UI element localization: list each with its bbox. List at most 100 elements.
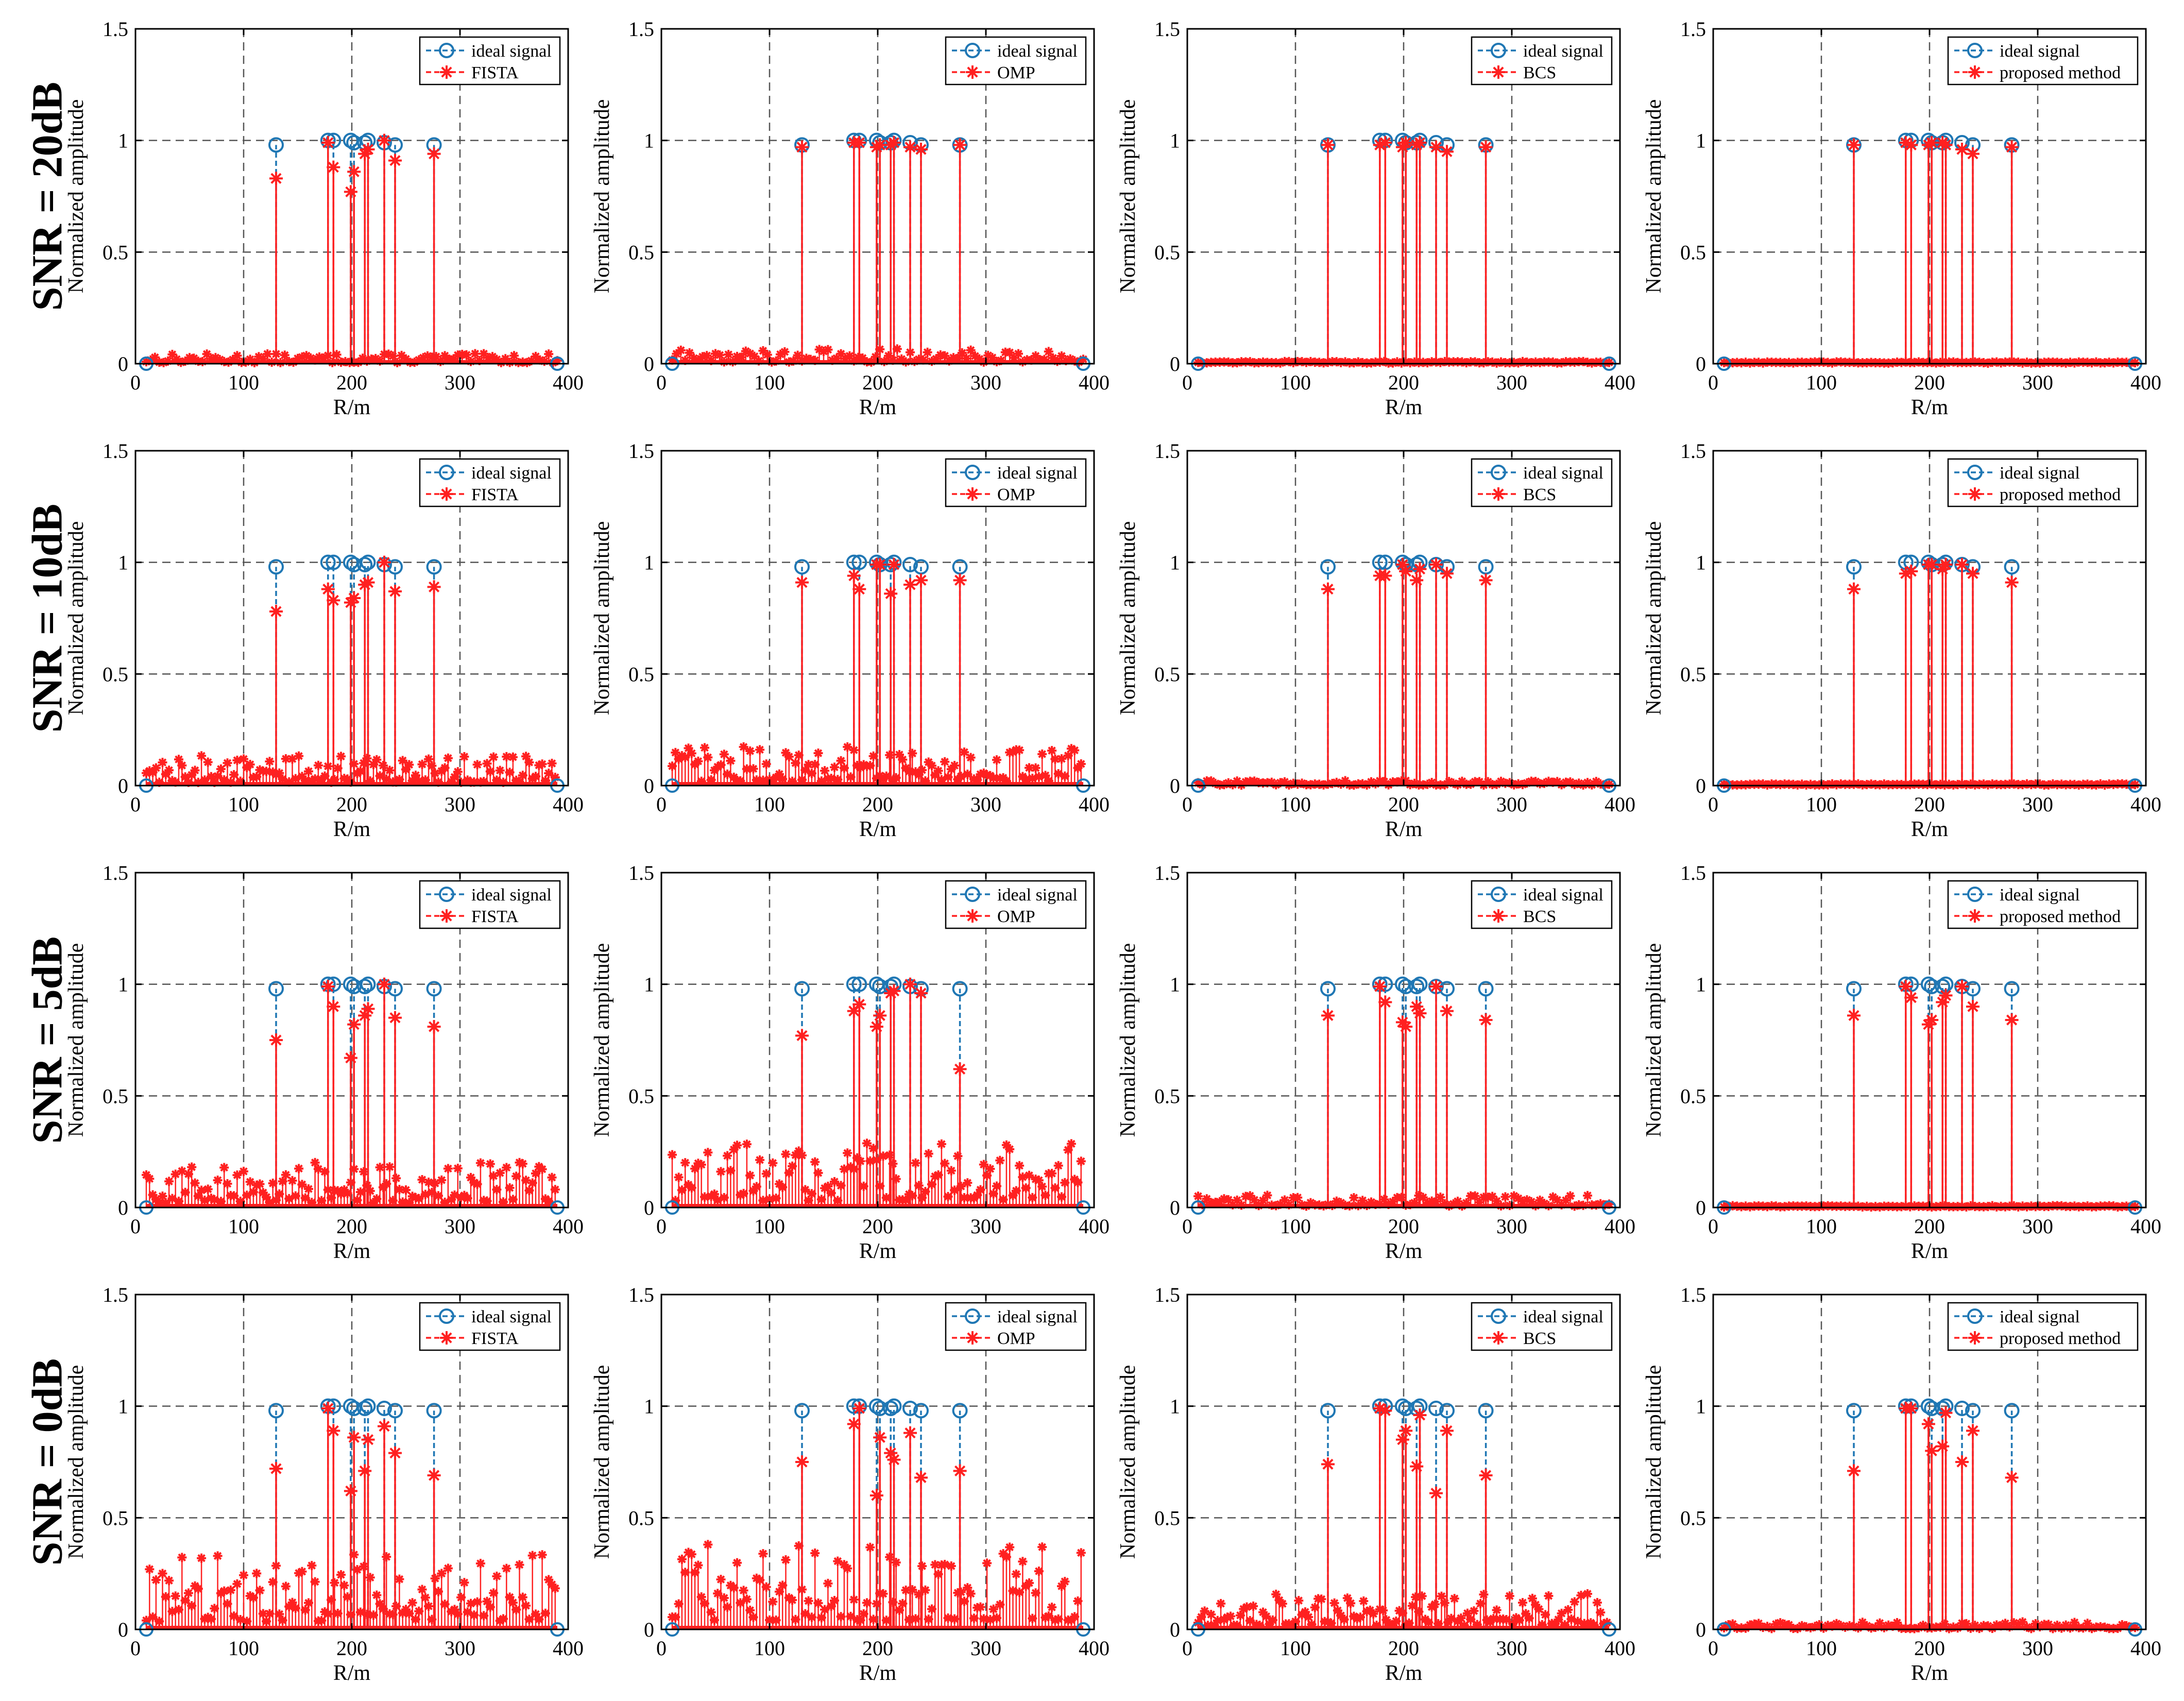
y-tick-label: 0.5: [103, 1084, 128, 1108]
x-tick-label: 300: [1496, 793, 1527, 816]
legend-label-method: BCS: [1523, 907, 1556, 926]
x-tick-label: 400: [1079, 371, 1110, 394]
x-axis-label: R/m: [1911, 1239, 1949, 1263]
x-tick-label: 400: [1605, 793, 1635, 816]
y-tick-label: 0: [118, 774, 128, 797]
x-tick-label: 100: [1280, 371, 1311, 394]
method-point: [1429, 1487, 1443, 1500]
method-point: [903, 141, 917, 154]
method-point: [1955, 1455, 1969, 1469]
method-point: [428, 580, 441, 593]
method-point: [362, 576, 375, 589]
legend-marker-method: [1492, 487, 1505, 501]
y-tick-label: 0.5: [628, 662, 654, 686]
x-tick-label: 400: [1605, 1637, 1635, 1660]
method-point: [1847, 1009, 1861, 1022]
y-tick-label: 1.5: [1680, 1283, 1706, 1306]
x-axis-label: R/m: [1385, 1239, 1423, 1263]
y-tick-label: 1: [1696, 973, 1706, 996]
x-tick-label: 400: [2130, 371, 2161, 394]
method-point: [1373, 980, 1387, 993]
x-axis-label: R/m: [333, 396, 371, 419]
legend-label-ideal: ideal signal: [2000, 42, 2080, 61]
x-axis-label: R/m: [333, 1661, 371, 1685]
x-tick-label: 200: [336, 371, 367, 394]
method-point: [378, 556, 391, 569]
method-point: [1904, 991, 1918, 1005]
legend-label-ideal: ideal signal: [2000, 1307, 2080, 1326]
method-point: [914, 986, 928, 1000]
method-point: [269, 605, 283, 618]
y-tick-label: 0: [118, 1618, 128, 1641]
y-tick-label: 1: [1170, 973, 1180, 996]
x-axis-label: R/m: [1911, 818, 1949, 841]
y-axis-label: Normalized amplitude: [1116, 943, 1140, 1137]
method-point: [1939, 558, 1953, 571]
row-label-snr-20db: SNR = 20dB: [23, 82, 73, 311]
x-tick-label: 200: [1388, 1637, 1419, 1660]
y-tick-label: 1.5: [103, 439, 128, 463]
x-tick-label: 300: [445, 793, 475, 816]
legend-marker-method: [966, 65, 979, 79]
method-point: [327, 161, 340, 174]
legend-label-method: proposed method: [2000, 907, 2121, 926]
y-tick-label: 0.5: [1680, 241, 1706, 264]
legend-marker-method: [1968, 909, 1982, 923]
y-tick-label: 1.5: [628, 1283, 654, 1306]
x-tick-label: 0: [130, 793, 141, 816]
method-point: [914, 573, 928, 587]
y-axis-label: Normalized amplitude: [1116, 99, 1140, 294]
method-point: [347, 1018, 361, 1031]
x-tick-label: 100: [754, 371, 785, 394]
legend-label-method: FISTA: [471, 907, 519, 926]
y-tick-label: 0: [1696, 774, 1706, 797]
method-point: [953, 138, 967, 151]
method-point: [321, 136, 335, 149]
x-tick-label: 0: [656, 1215, 667, 1238]
method-point: [888, 1453, 901, 1467]
x-tick-label: 200: [862, 1637, 893, 1660]
y-tick-label: 0: [1696, 1618, 1706, 1641]
y-tick-label: 0: [644, 352, 654, 376]
method-point: [321, 1402, 335, 1415]
y-tick-label: 1: [118, 1395, 128, 1418]
x-tick-label: 0: [1182, 371, 1192, 394]
method-point: [327, 1424, 340, 1437]
method-point: [914, 1471, 928, 1484]
method-point: [1413, 1408, 1427, 1422]
method-point: [327, 1000, 340, 1013]
method-point: [888, 136, 901, 149]
y-tick-label: 0.5: [1154, 1084, 1180, 1108]
method-point: [1378, 136, 1392, 149]
x-tick-label: 400: [553, 1215, 584, 1238]
legend-label-ideal: ideal signal: [1523, 1307, 1603, 1326]
x-axis-label: R/m: [859, 1239, 897, 1263]
x-tick-label: 100: [1280, 1637, 1311, 1660]
x-tick-label: 200: [336, 1215, 367, 1238]
method-point: [1440, 1005, 1454, 1018]
method-point: [428, 147, 441, 161]
y-axis-label: Normalized amplitude: [590, 99, 614, 294]
method-point: [269, 1033, 283, 1047]
x-tick-label: 200: [862, 371, 893, 394]
method-point: [2005, 141, 2019, 154]
y-axis-label: Normalized amplitude: [590, 1365, 614, 1559]
y-tick-label: 1: [1696, 1395, 1706, 1418]
method-point: [1479, 573, 1493, 587]
x-tick-label: 400: [2130, 1637, 2161, 1660]
y-tick-label: 1: [1696, 129, 1706, 152]
x-tick-label: 100: [1280, 793, 1311, 816]
x-tick-label: 200: [1388, 793, 1419, 816]
method-point: [362, 143, 375, 156]
method-point: [1966, 147, 1980, 161]
method-point: [1399, 136, 1412, 149]
y-axis-label: Normalized amplitude: [1642, 99, 1666, 294]
x-tick-label: 100: [1806, 1637, 1837, 1660]
method-point: [1966, 1000, 1980, 1013]
